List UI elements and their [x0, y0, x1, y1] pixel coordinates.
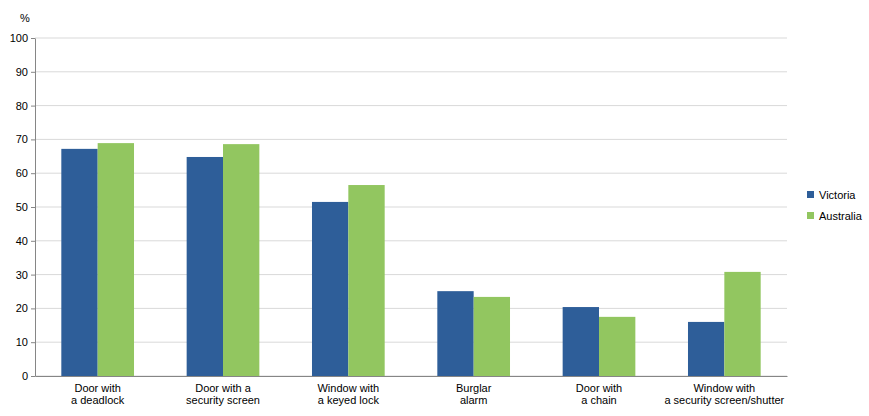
- bar: [98, 143, 134, 376]
- tick: 80: [16, 100, 35, 112]
- tick-label: 10: [16, 336, 28, 348]
- bar: [563, 307, 599, 376]
- bar: [599, 317, 635, 376]
- tick: 20: [16, 302, 35, 314]
- legend-label: Victoria: [819, 189, 856, 201]
- legend-item: Victoria: [807, 189, 856, 201]
- tick: Burglaralarm: [456, 382, 492, 406]
- tick-label: Window witha keyed lock: [317, 382, 379, 406]
- chart: 0 10 20 30 40 50 60 70 80 90 100 Door witha deadloc…: [0, 0, 869, 416]
- tick-label: 60: [16, 167, 28, 179]
- axis-line: [36, 376, 788, 377]
- bar: [437, 291, 473, 376]
- tick-mark: [31, 207, 35, 208]
- tick: 60: [16, 167, 35, 179]
- tick-mark: [31, 342, 35, 343]
- legend-label: Australia: [819, 210, 863, 222]
- bar: [688, 322, 724, 376]
- tick-mark: [31, 38, 35, 39]
- tick-label: Burglaralarm: [456, 382, 492, 406]
- grid-line: [35, 105, 787, 106]
- tick-mark: [31, 308, 35, 309]
- tick-label: 80: [16, 100, 28, 112]
- tick-label: 20: [16, 302, 28, 314]
- grid-line: [35, 240, 787, 241]
- x-axis: Door witha deadlock Door with asecurity s…: [36, 377, 788, 406]
- tick-label: 70: [16, 133, 28, 145]
- grid: [35, 38, 787, 376]
- tick-label: 30: [16, 269, 28, 281]
- axis-title: %: [20, 12, 30, 24]
- tick: Door witha chain: [576, 382, 622, 406]
- bar: [61, 149, 97, 376]
- tick-label: Door with asecurity screen: [186, 382, 260, 406]
- bar: [312, 202, 348, 376]
- tick-label: Door witha chain: [576, 382, 622, 406]
- bar: [724, 272, 760, 376]
- tick-label: 100: [10, 32, 28, 44]
- tick: Door with asecurity screen: [186, 382, 260, 406]
- grid-line: [35, 342, 787, 343]
- tick: 50: [16, 201, 35, 213]
- grid-line: [35, 207, 787, 208]
- tick-label: 0: [22, 370, 28, 382]
- plot: 0 10 20 30 40 50 60 70 80 90 100 Door witha deadloc…: [10, 32, 788, 406]
- grid-line: [35, 71, 787, 72]
- tick: Window witha security screen/shutter: [664, 382, 784, 406]
- tick-label: Window witha security screen/shutter: [664, 382, 784, 406]
- bar: [187, 157, 223, 376]
- tick-mark: [31, 241, 35, 242]
- grid-line: [35, 38, 787, 39]
- tick: 90: [16, 66, 35, 78]
- legend: Victoria Australia: [807, 189, 863, 222]
- tick: 40: [16, 235, 35, 247]
- tick: 30: [16, 269, 35, 281]
- tick: 10: [16, 336, 35, 348]
- bars: [61, 143, 760, 376]
- legend-item: Australia: [807, 210, 863, 222]
- y-axis: 0 10 20 30 40 50 60 70 80 90 100: [10, 32, 36, 382]
- tick-label: 50: [16, 201, 28, 213]
- legend-swatch: [807, 191, 814, 198]
- tick-mark: [31, 72, 35, 73]
- bar: [474, 297, 510, 376]
- grid-line: [35, 139, 787, 140]
- tick: 0: [22, 370, 35, 382]
- tick-label: 40: [16, 235, 28, 247]
- axis-line: [35, 39, 36, 377]
- tick-mark: [31, 139, 35, 140]
- tick: 100: [10, 32, 35, 44]
- grid-line: [35, 274, 787, 275]
- grid-line: [35, 308, 787, 309]
- bar: [223, 144, 259, 376]
- tick: Door witha deadlock: [71, 382, 125, 406]
- tick-mark: [31, 275, 35, 276]
- tick-mark: [31, 106, 35, 107]
- tick-label: Door witha deadlock: [71, 382, 125, 406]
- tick-mark: [31, 376, 35, 377]
- grid-line: [35, 376, 787, 377]
- tick-label: 90: [16, 66, 28, 78]
- tick: Window witha keyed lock: [317, 382, 379, 406]
- tick-mark: [31, 173, 35, 174]
- bar: [348, 185, 384, 376]
- tick: 70: [16, 133, 35, 145]
- legend-swatch: [807, 212, 814, 219]
- grid-line: [35, 173, 787, 174]
